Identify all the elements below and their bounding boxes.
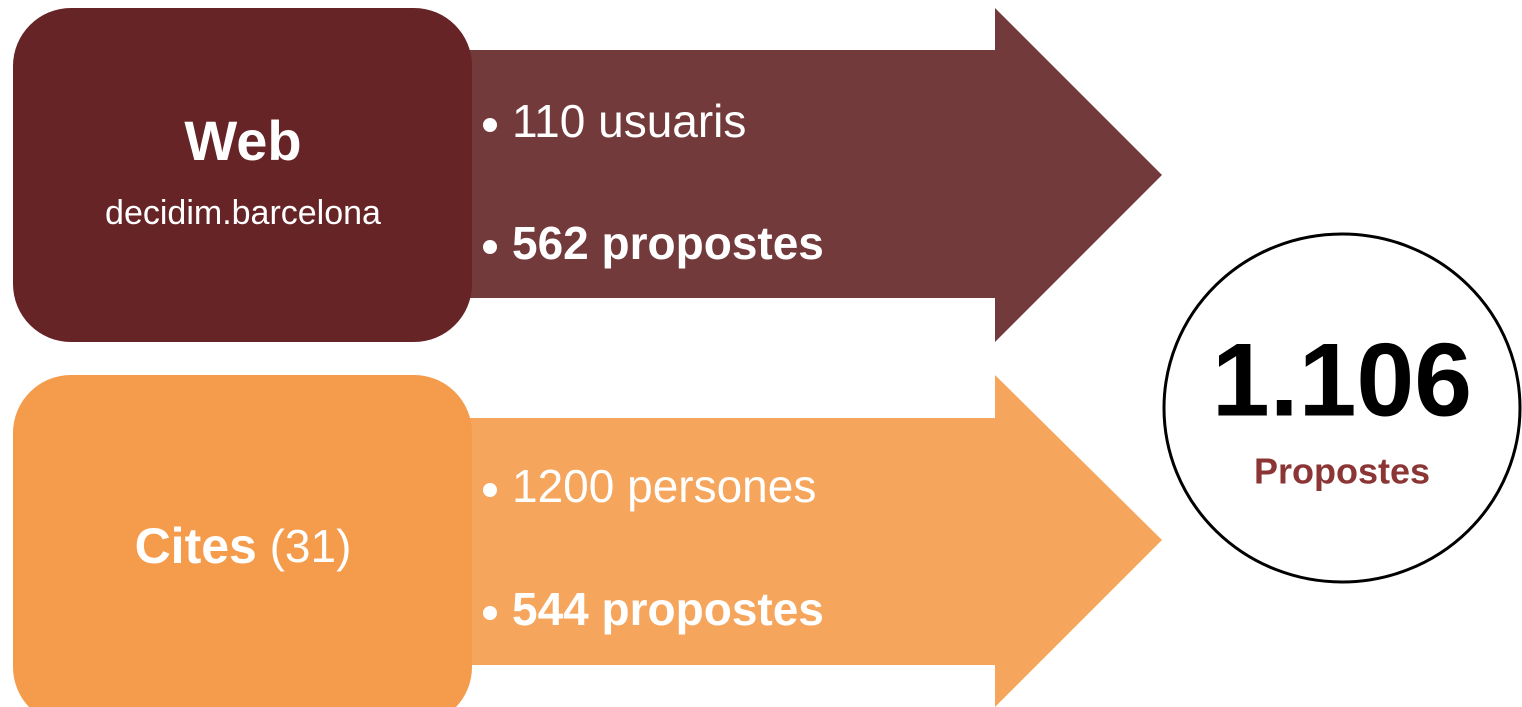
bullet-text: 110 usuaris [512, 95, 746, 147]
bullet [483, 483, 497, 497]
bullet [483, 118, 497, 132]
row-title: Cites [135, 518, 257, 574]
arrow-web [450, 8, 1162, 342]
box-web [13, 8, 472, 342]
row-note: (31) [270, 520, 352, 572]
bullet [483, 606, 497, 620]
total-circle [1162, 232, 1522, 584]
box-cites [13, 375, 472, 707]
bullet-text: 562 propostes [512, 217, 824, 269]
row-title: Web [184, 109, 301, 172]
row-subtitle: decidim.barcelona [105, 194, 381, 232]
arrow-cites [450, 375, 1162, 707]
total-label: Propostes [1254, 451, 1430, 492]
row-heading: Cites (31) [135, 518, 352, 574]
total-value: 1.106 [1212, 322, 1472, 438]
bullet [483, 240, 497, 254]
bullet-text: 544 propostes [512, 583, 824, 635]
bullet-text: 1200 persones [512, 460, 816, 512]
